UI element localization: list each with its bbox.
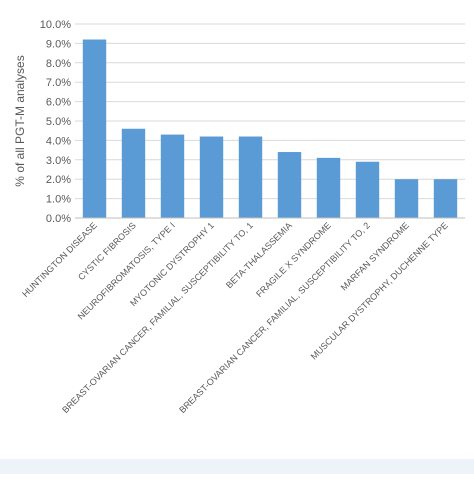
x-tick-label: HUNTINGTON DISEASE: [20, 220, 99, 299]
y-tick-label: 5.0%: [46, 116, 71, 128]
y-tick-label: 3.0%: [46, 155, 71, 167]
bar: [238, 136, 263, 218]
bar: [160, 134, 185, 218]
bar: [316, 157, 341, 218]
y-tick-label: 0.0%: [46, 213, 71, 225]
x-tick-label: BETA-THALASSEMIA: [224, 220, 294, 290]
x-tick-label: FRAGILE X SYNDROME: [254, 220, 333, 299]
bar: [121, 128, 146, 218]
x-tick-label: BREAST-OVARIAN CANCER, FAMILIAL, SUSCEPT…: [177, 220, 372, 415]
x-tick-label: BREAST-OVARIAN CANCER, FAMILIAL, SUSCEPT…: [60, 220, 255, 415]
bars: [82, 39, 458, 218]
bar: [433, 179, 458, 218]
y-axis-ticks: 0.0% 1.0% 2.0% 3.0% 4.0% 5.0% 6.0% 7.0% 8.0% 9.0%…: [40, 19, 71, 225]
bar: [355, 161, 380, 218]
x-tick-label: MARFAN SYNDROME: [339, 220, 411, 292]
bar: [199, 136, 224, 218]
caption-band: [0, 459, 474, 474]
y-tick-label: 4.0%: [46, 135, 71, 147]
y-tick-label: 8.0%: [46, 58, 71, 70]
bar: [82, 39, 107, 218]
y-tick-label: 7.0%: [46, 77, 71, 89]
x-tick-label: MUSCULAR DYSTROPHY, DUCHENNE TYPE: [309, 220, 450, 361]
y-tick-label: 9.0%: [46, 38, 71, 50]
y-tick-label: 6.0%: [46, 97, 71, 109]
bar: [277, 152, 302, 218]
y-tick-label: 2.0%: [46, 174, 71, 186]
y-tick-label: 1.0%: [46, 194, 71, 206]
y-axis-title: % of all PGT-M analyses: [13, 55, 27, 186]
y-tick-label: 10.0%: [40, 19, 71, 31]
bar: [394, 179, 419, 218]
